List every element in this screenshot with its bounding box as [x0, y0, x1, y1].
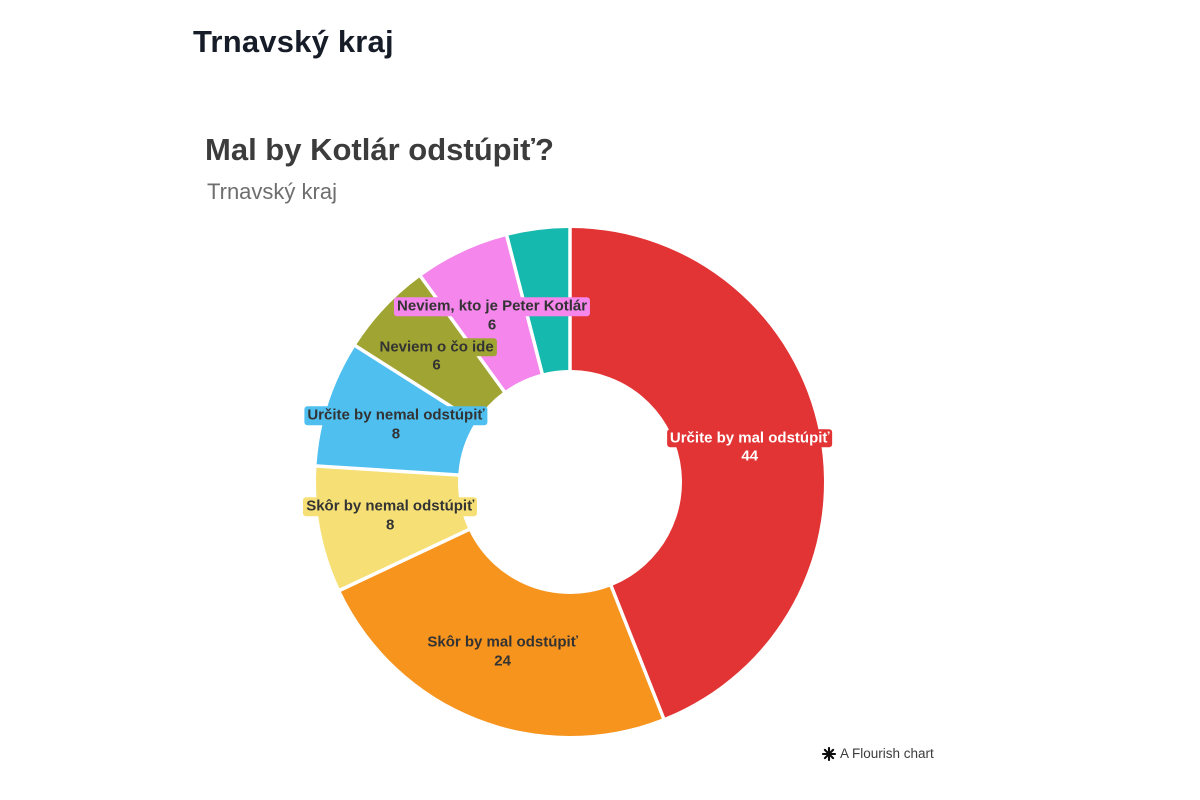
donut-chart: [316, 228, 824, 736]
flourish-logo-icon: [822, 746, 836, 761]
donut-slice-0[interactable]: [571, 228, 824, 718]
flourish-attribution[interactable]: A Flourish chart: [822, 746, 934, 761]
chart-title: Mal by Kotlár odstúpiť?: [205, 132, 554, 167]
region-header: Trnavský kraj: [193, 24, 394, 59]
chart-subtitle: Trnavský kraj: [207, 179, 337, 204]
donut-area: Určite by mal odstúpiť 44 Skôr by mal odst…: [303, 222, 833, 742]
attribution-text: A Flourish chart: [840, 746, 934, 761]
